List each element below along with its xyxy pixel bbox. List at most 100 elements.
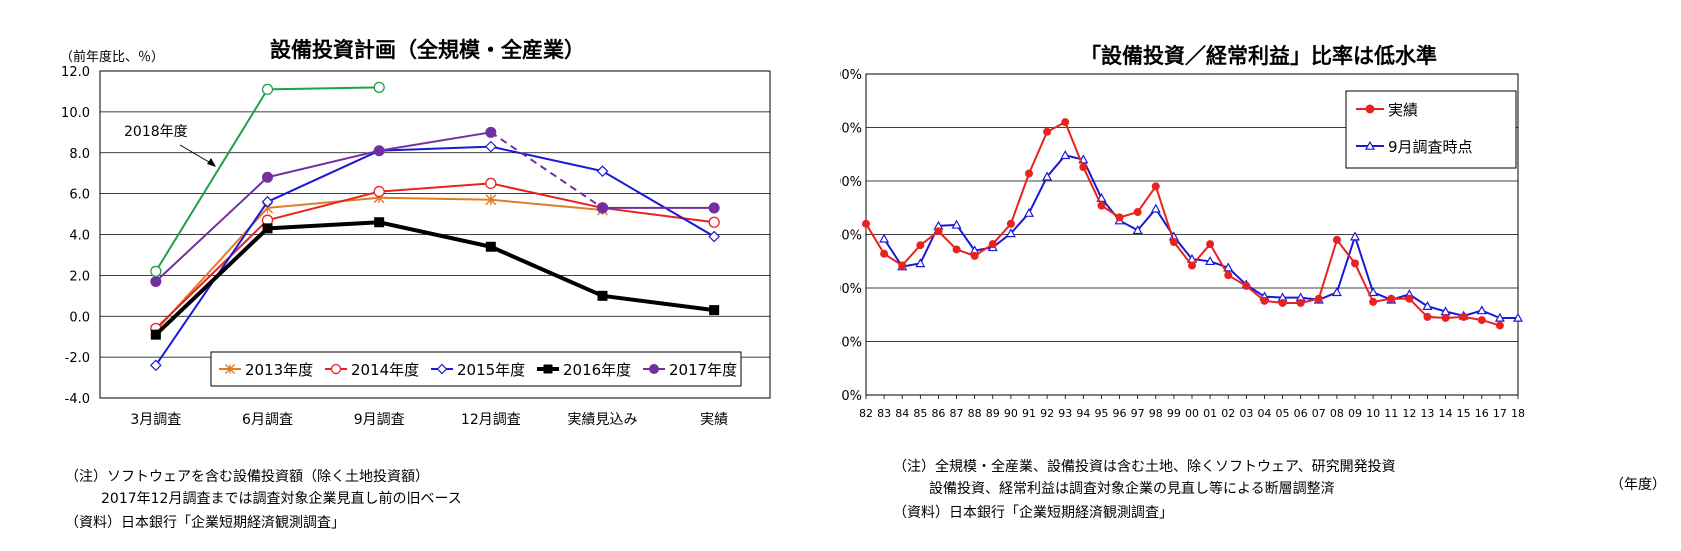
right-legend (1345, 90, 1517, 169)
right-data-point (1332, 235, 1341, 244)
left-note-2: 2017年12月調査までは調査対象企業見直し前の旧ベース (101, 491, 462, 507)
right-data-point (1422, 300, 1433, 310)
right-x-tick-label: 99 (1167, 407, 1181, 420)
right-data-point (898, 261, 907, 270)
left-data-point (261, 195, 274, 208)
right-x-tick-label: 84 (895, 407, 909, 420)
right-data-point (1115, 213, 1124, 222)
left-data-point (262, 223, 273, 234)
right-x-tick-label: 97 (1131, 407, 1145, 420)
left-data-point (484, 140, 497, 153)
right-data-point (1023, 207, 1035, 217)
left-y-tick-label: 0.0 (69, 310, 90, 325)
right-y-tick-label: 0% (841, 389, 862, 404)
right-x-tick-label: 89 (986, 407, 1000, 420)
left-source: （資料）日本銀行「企業短期経済観測調査」 (65, 515, 345, 531)
left-series-segment (267, 149, 380, 203)
left-data-point (708, 216, 720, 228)
left-legend-marker (225, 364, 235, 374)
left-series-segment (379, 182, 491, 193)
left-y-tick-label: 2.0 (69, 269, 90, 284)
left-series-segment (267, 149, 380, 179)
left-data-point (708, 202, 720, 214)
left-x-tick-label: 9月調査 (354, 412, 405, 428)
right-data-point (1278, 298, 1287, 307)
right-data-point (1351, 259, 1359, 268)
right-data-point (1405, 294, 1414, 303)
left-y-tick-label: 4.0 (69, 229, 90, 244)
left-note-1: （注）ソフトウェアを含む設備投資額（除く土地投資額） (65, 469, 429, 485)
left-legend-label: 2015年度 (457, 361, 525, 379)
left-data-point (709, 305, 720, 316)
left-legend (210, 351, 742, 387)
left-data-point (708, 230, 721, 243)
right-data-point (1042, 171, 1053, 181)
left-data-point (596, 165, 609, 177)
right-data-point (1005, 228, 1016, 238)
left-legend-marker (330, 363, 342, 375)
left-y-tick-label: 10.0 (61, 106, 90, 121)
left-legend-marker (543, 364, 553, 374)
left-data-point (485, 177, 497, 190)
right-data-point (1188, 261, 1196, 270)
left-data-point (597, 202, 608, 214)
left-series-segment (267, 190, 380, 222)
right-data-point (1150, 203, 1161, 213)
right-x-tick-label: 90 (1004, 407, 1018, 420)
left-legend-label: 2013年度 (245, 361, 313, 379)
right-x-tick-label: 17 (1493, 407, 1507, 420)
right-data-point (1025, 169, 1033, 178)
right-data-point (1223, 262, 1234, 272)
left-annotation-label: 2018年度 (124, 124, 188, 140)
left-series-segment (379, 196, 491, 201)
left-series-segment (154, 88, 269, 272)
left-data-point (262, 171, 273, 183)
right-x-tick-label: 07 (1312, 407, 1326, 420)
right-y-tick-label: 250% (840, 122, 862, 137)
left-series-segment (602, 293, 715, 313)
right-x-tick-label: 18 (1511, 407, 1525, 420)
right-data-point (1242, 281, 1251, 290)
right-x-tick-label: 83 (877, 407, 891, 420)
right-x-tick-label: 01 (1203, 407, 1217, 420)
right-x-tick-label: 96 (1113, 407, 1127, 420)
right-x-tick-label: 92 (1040, 407, 1054, 420)
right-x-tick-label: 12 (1402, 407, 1416, 420)
right-x-tick-label: 98 (1149, 407, 1163, 420)
right-x-tick-label: 88 (968, 407, 982, 420)
right-data-point (1206, 240, 1215, 249)
right-source: （資料）日本銀行「企業短期経済観測調査」 (893, 505, 1173, 521)
left-series-segment (379, 131, 491, 152)
left-data-point (150, 276, 162, 288)
right-data-point (1224, 271, 1233, 280)
left-data-point (485, 126, 497, 138)
left-series-segment (155, 219, 269, 330)
left-y-tick-label: 12.0 (61, 65, 90, 80)
left-x-tick-label: 実績見込み (568, 412, 638, 428)
right-data-point (880, 249, 889, 258)
left-data-point (373, 185, 385, 198)
right-x-tick-label: 06 (1294, 407, 1308, 420)
right-data-point (1133, 208, 1142, 217)
right-y-tick-label: 50% (840, 336, 862, 351)
right-x-tick-label: 02 (1221, 407, 1235, 420)
right-data-point (1387, 294, 1396, 303)
right-x-tick-label: 05 (1276, 407, 1290, 420)
right-y-tick-label: 150% (840, 229, 862, 244)
left-data-point (149, 359, 162, 372)
left-series-segment (601, 170, 715, 238)
left-series-segment (155, 176, 269, 283)
left-annotation-arrowhead (207, 158, 216, 167)
left-series-segment (490, 131, 604, 209)
right-data-point (1331, 287, 1342, 297)
left-data-point (150, 329, 161, 340)
right-chart-title: 「設備投資／経常利益」比率は低水準 (1080, 44, 1437, 68)
left-data-point (373, 145, 385, 157)
right-x-tick-label: 09 (1348, 407, 1362, 420)
right-data-point (1459, 312, 1468, 321)
right-x-tick-label: 82 (859, 407, 873, 420)
left-series-segment (490, 198, 603, 211)
left-x-tick-label: 実績 (700, 412, 728, 428)
right-legend-marker (1365, 104, 1375, 114)
